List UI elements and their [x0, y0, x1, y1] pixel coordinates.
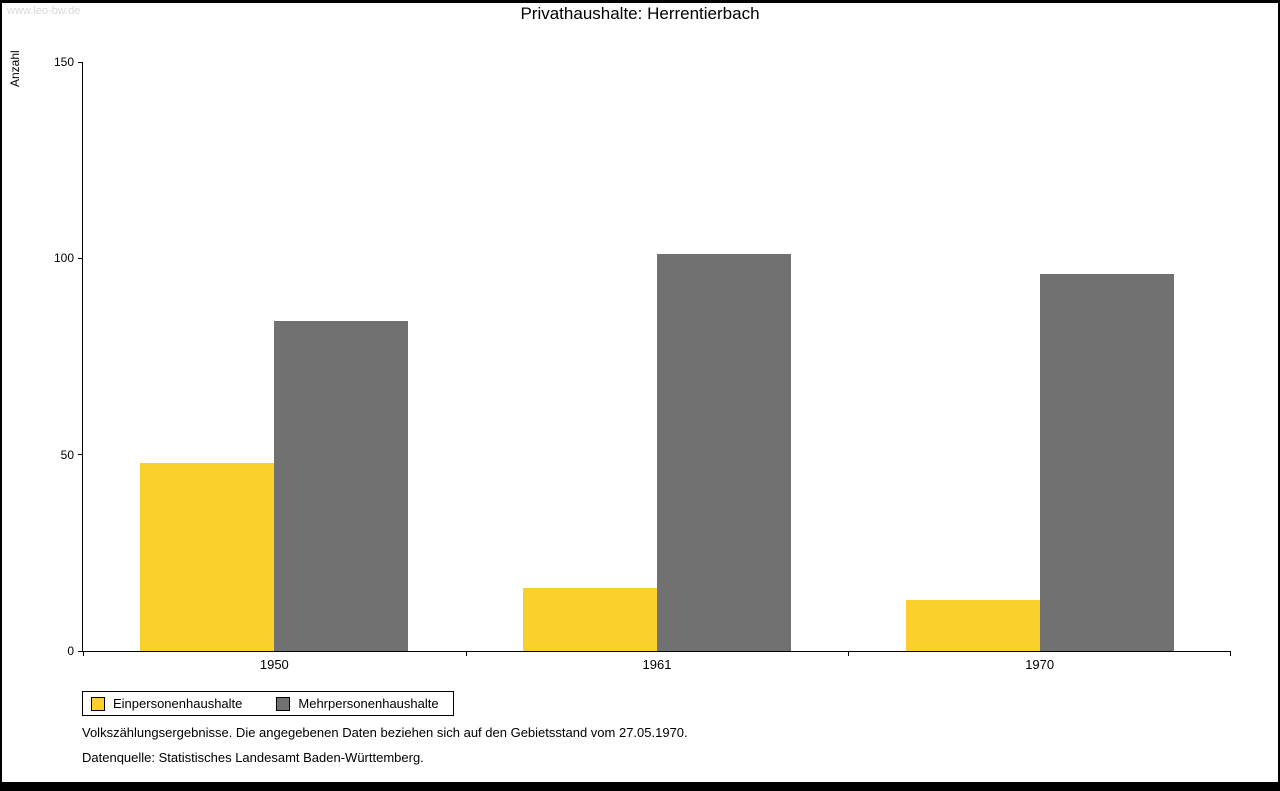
watermark: www.leo-bw.de	[7, 5, 81, 17]
legend-label-mehrpersonenhaushalte: Mehrpersonenhaushalte	[298, 696, 439, 711]
legend-label-einpersonenhaushalte: Einpersonenhaushalte	[113, 696, 243, 711]
chart-title: Privathaushalte: Herrentierbach	[520, 4, 760, 23]
bar-einpersonenhaushalte-1950	[140, 463, 274, 651]
y-tick-label: 50	[60, 447, 74, 462]
bar-mehrpersonenhaushalte-1970	[1040, 274, 1174, 651]
x-tick-mark	[83, 651, 84, 656]
x-tick-label: 1970	[1025, 657, 1055, 672]
legend-swatch-einpersonenhaushalte	[91, 696, 105, 711]
y-tick-mark	[78, 62, 83, 63]
y-tick-label: 0	[67, 644, 74, 658]
x-tick-label: 1961	[642, 657, 672, 672]
bar-mehrpersonenhaushalte-1961	[657, 254, 791, 651]
legend: Einpersonenhaushalte Mehrpersonenhaushal…	[82, 691, 454, 716]
y-tick-label: 150	[53, 55, 74, 69]
bar-einpersonenhaushalte-1961	[523, 588, 657, 651]
y-tick-label: 100	[53, 251, 74, 266]
legend-item-mehrpersonenhaushalte: Mehrpersonenhaushalte	[276, 696, 439, 711]
y-tick-mark	[78, 650, 83, 652]
y-tick-mark	[78, 454, 83, 456]
footnote-data-source: Datenquelle: Statistisches Landesamt Bad…	[82, 750, 424, 765]
plot-area: 0 50 100 150 1950 1961 1970	[54, 55, 1231, 672]
legend-swatch-mehrpersonenhaushalte	[276, 696, 291, 711]
bar-mehrpersonenhaushalte-1950	[274, 321, 408, 651]
x-tick-mark	[848, 651, 849, 656]
y-axis-label: Anzahl	[8, 50, 22, 87]
x-tick-mark	[1230, 651, 1231, 656]
x-tick-label: 1950	[259, 657, 289, 672]
legend-item-einpersonenhaushalte: Einpersonenhaushalte	[91, 696, 242, 711]
bar-einpersonenhaushalte-1970	[906, 600, 1040, 651]
y-tick-mark	[78, 257, 83, 259]
footnote-source-note: Volkszählungsergebnisse. Die angegebenen…	[82, 725, 688, 740]
x-tick-mark	[466, 651, 467, 656]
